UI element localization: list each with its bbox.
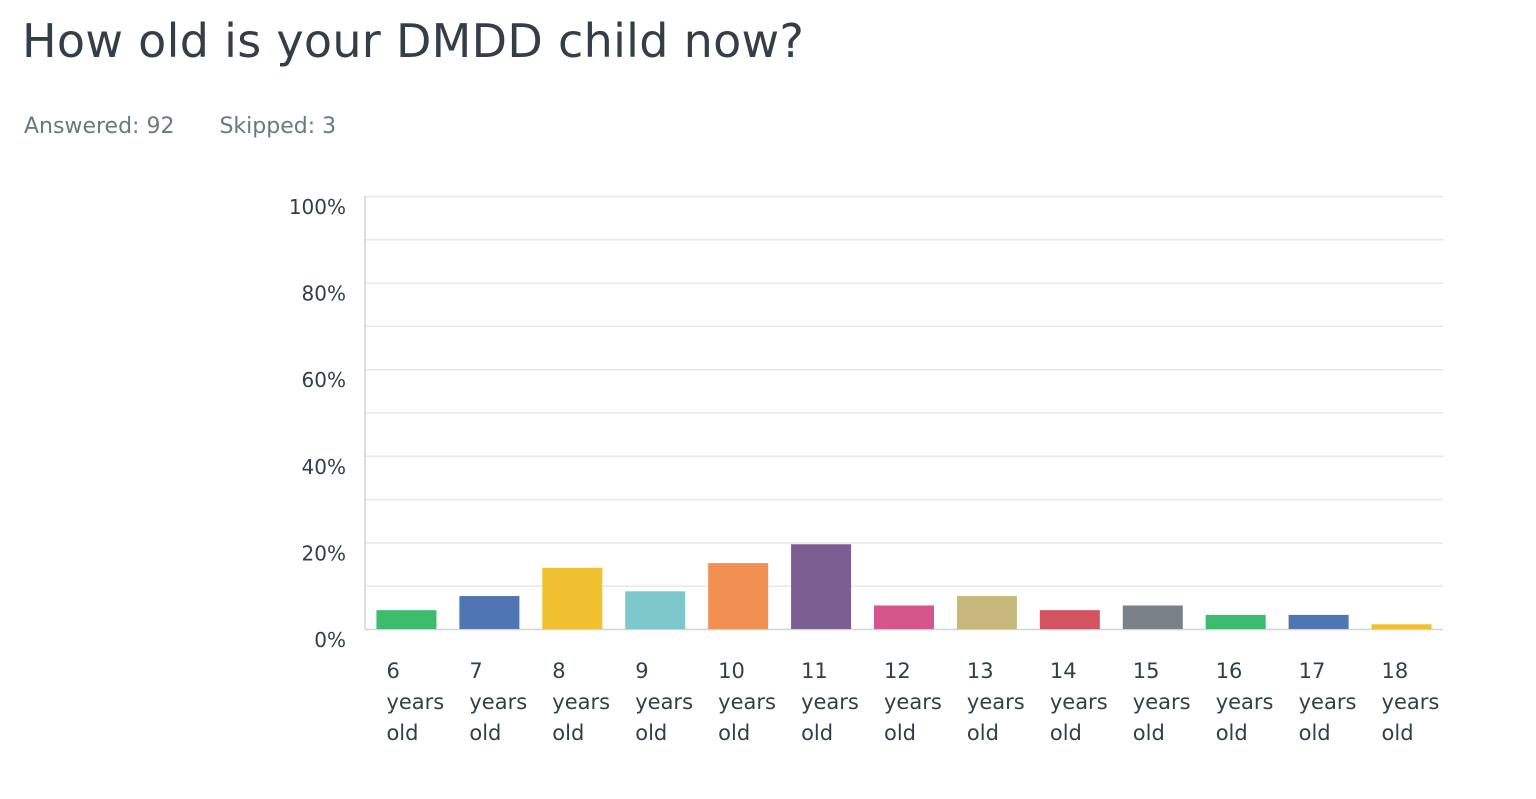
- bar: [956, 596, 1017, 629]
- x-tick-label: 6 years old: [386, 659, 444, 745]
- x-tick-label-line: years: [635, 690, 693, 714]
- x-tick-label: 8 years old: [552, 659, 610, 745]
- x-tick-label-line: 11: [801, 659, 828, 683]
- x-tick-label-line: years: [1133, 690, 1191, 714]
- x-tick-label: 13 years old: [967, 659, 1025, 745]
- bar: [708, 563, 769, 629]
- x-tick-label-line: old: [386, 721, 418, 745]
- x-tick-label-line: years: [469, 690, 527, 714]
- page-title: How old is your DMDD child now?: [22, 14, 805, 68]
- x-tick-label-line: years: [552, 690, 610, 714]
- bar: [542, 567, 603, 629]
- x-tick-label-line: years: [1299, 690, 1357, 714]
- x-tick-label-line: old: [469, 721, 501, 745]
- y-tick-label: 60%: [302, 368, 346, 392]
- x-tick-label-line: 13: [967, 659, 994, 683]
- x-tick-label-line: years: [718, 690, 776, 714]
- x-tick-label: 12 years old: [884, 659, 942, 745]
- x-tick-label-line: years: [1050, 690, 1108, 714]
- x-tick-label-line: old: [884, 721, 916, 745]
- bar: [625, 591, 686, 629]
- answered-count: Answered: 92: [24, 114, 175, 139]
- y-tick-label: 0%: [314, 628, 346, 652]
- x-tick-label: 7 years old: [469, 659, 527, 745]
- bar: [1288, 614, 1349, 629]
- x-tick-label-line: years: [967, 690, 1025, 714]
- x-tick-label-line: years: [884, 690, 942, 714]
- x-tick-label: 16 years old: [1216, 659, 1274, 745]
- bar: [791, 544, 852, 629]
- x-tick-label-line: 15: [1133, 659, 1160, 683]
- x-tick-label-line: old: [1216, 721, 1248, 745]
- bar: [1371, 624, 1432, 629]
- x-tick-label: 15 years old: [1133, 659, 1191, 745]
- bar: [376, 610, 437, 629]
- x-tick-label: 11 years old: [801, 659, 859, 745]
- y-tick-label: 100%: [289, 195, 346, 219]
- x-tick-label-line: 12: [884, 659, 911, 683]
- x-tick-label-line: old: [718, 721, 750, 745]
- bar: [874, 605, 934, 629]
- x-tick-label-line: years: [1382, 690, 1440, 714]
- x-tick-label-line: 8: [552, 659, 565, 683]
- x-tick-label: 18 years old: [1382, 659, 1440, 745]
- bar: [459, 596, 520, 629]
- x-tick-label-line: 14: [1050, 659, 1077, 683]
- x-tick-label-line: 6: [386, 659, 399, 683]
- bar: [1122, 605, 1183, 629]
- x-tick-label-line: years: [801, 690, 859, 714]
- y-tick-label: 40%: [302, 455, 346, 479]
- x-tick-label-line: 18: [1382, 659, 1409, 683]
- x-tick-label-line: old: [967, 721, 999, 745]
- y-tick-label: 20%: [302, 541, 346, 565]
- x-tick-label: 17 years old: [1299, 659, 1357, 745]
- x-tick-label-line: old: [1382, 721, 1414, 745]
- bar: [1205, 614, 1266, 629]
- x-tick-label-line: old: [635, 721, 667, 745]
- x-tick-label-line: 16: [1216, 659, 1243, 683]
- x-tick-label-line: old: [1299, 721, 1331, 745]
- response-stats: Answered: 92 Skipped: 3: [24, 114, 374, 139]
- x-tick-label: 10 years old: [718, 659, 776, 745]
- x-tick-label-line: old: [1133, 721, 1165, 745]
- bar: [1039, 610, 1100, 629]
- x-tick-label-line: 17: [1299, 659, 1326, 683]
- x-tick-label-line: old: [1050, 721, 1082, 745]
- x-tick-label-line: years: [386, 690, 444, 714]
- x-tick-label-line: old: [801, 721, 833, 745]
- x-tick-label-line: years: [1216, 690, 1274, 714]
- x-tick-label-line: 7: [469, 659, 482, 683]
- x-tick-label-line: 9: [635, 659, 648, 683]
- x-tick-label: 9 years old: [635, 659, 693, 745]
- x-tick-label: 14 years old: [1050, 659, 1108, 745]
- y-tick-label: 80%: [302, 282, 346, 306]
- x-tick-label-line: 10: [718, 659, 745, 683]
- skipped-count: Skipped: 3: [219, 114, 337, 139]
- x-tick-label-line: old: [552, 721, 584, 745]
